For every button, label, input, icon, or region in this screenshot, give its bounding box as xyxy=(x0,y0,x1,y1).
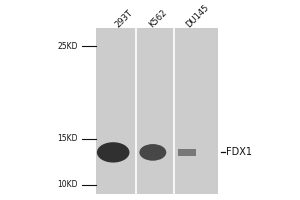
Text: 10KD: 10KD xyxy=(57,180,78,189)
Bar xyxy=(178,149,196,156)
Ellipse shape xyxy=(97,142,130,163)
Text: 15KD: 15KD xyxy=(57,134,78,143)
Text: 25KD: 25KD xyxy=(57,42,78,51)
Text: K562: K562 xyxy=(147,8,169,29)
Text: FDX1: FDX1 xyxy=(226,147,252,157)
Ellipse shape xyxy=(140,144,166,161)
Bar xyxy=(96,28,218,194)
Text: DU145: DU145 xyxy=(184,3,210,29)
Text: 293T: 293T xyxy=(113,8,134,29)
